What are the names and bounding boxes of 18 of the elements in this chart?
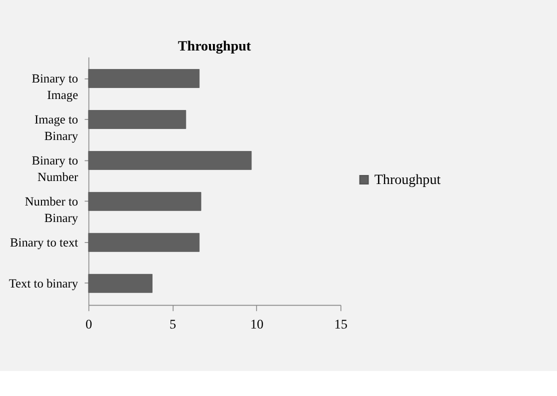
legend-label: Throughput xyxy=(374,172,441,188)
y-tick-label: Number to Binary xyxy=(24,194,79,226)
bar xyxy=(88,274,152,293)
y-tick-label: Binary to Image xyxy=(32,72,79,102)
y-tick-label: Image to Binary xyxy=(34,112,79,144)
x-tick-label: 0 xyxy=(86,316,93,332)
x-tick-label: 10 xyxy=(250,316,264,332)
bar xyxy=(88,151,252,170)
bar xyxy=(88,192,202,211)
y-tick-label: Binary to Number xyxy=(32,154,79,184)
x-tick-label: 5 xyxy=(170,316,177,332)
y-tick-label: Text to binary xyxy=(8,276,79,291)
chart-title: Throughput xyxy=(178,38,252,54)
y-tick-label: Binary to text xyxy=(10,236,79,250)
bar xyxy=(88,110,186,129)
bar xyxy=(88,69,200,88)
bar xyxy=(88,232,200,252)
x-tick-label: 15 xyxy=(334,316,348,332)
